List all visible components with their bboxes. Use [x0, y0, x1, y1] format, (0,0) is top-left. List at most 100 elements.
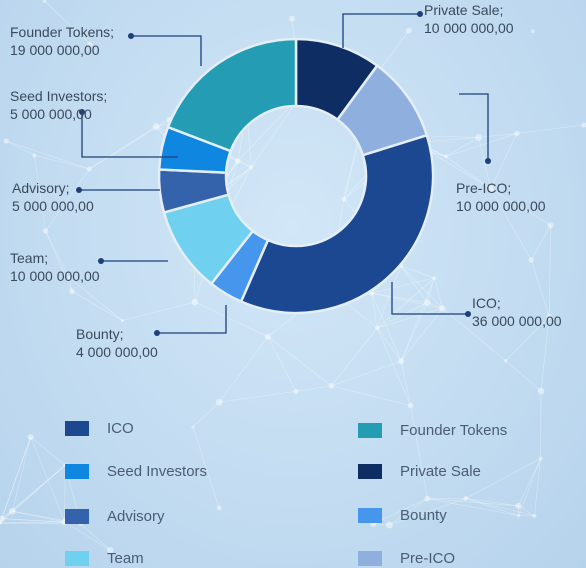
callout-seed-investors: Seed Investors; 5 000 000,00 [10, 87, 107, 123]
network-node [0, 521, 2, 525]
network-line [64, 521, 111, 551]
callout-team-name: Team; [10, 250, 49, 266]
network-line [0, 521, 65, 524]
legend-label: Pre-ICO [400, 549, 456, 567]
legend-swatch [358, 507, 382, 523]
legend-label: Founder Tokens [400, 421, 508, 439]
network-line [122, 301, 195, 321]
network-node [424, 299, 431, 306]
network-line [71, 291, 123, 321]
network-line [490, 133, 518, 189]
legend-label: Advisory [107, 507, 165, 525]
network-line [465, 498, 519, 516]
network-line [12, 510, 65, 523]
network-node [517, 514, 521, 518]
network-node [328, 383, 335, 389]
callout-ico-value: 36 000 000,00 [472, 313, 562, 329]
network-line [1, 436, 32, 519]
callout-pre-ico-value: 10 000 000,00 [456, 198, 546, 214]
network-line [34, 155, 46, 232]
leader-line-founder-tokens [131, 35, 202, 66]
network-line [30, 436, 65, 523]
network-line [445, 137, 479, 157]
network-line [219, 336, 269, 403]
callout-ico-name: ICO; [472, 295, 501, 311]
network-node [374, 325, 380, 331]
network-line [44, 0, 91, 45]
network-line [427, 498, 519, 507]
network-line [45, 230, 70, 279]
legend-item-bounty: Bounty [358, 505, 447, 525]
leader-dot-ico [465, 311, 471, 317]
network-node [407, 402, 414, 409]
network-node [503, 358, 508, 363]
callout-pre-ico: Pre-ICO; 10 000 000,00 [456, 179, 546, 215]
network-node [152, 123, 160, 130]
network-line [237, 160, 252, 168]
callout-advisory: Advisory; 5 000 000,00 [12, 179, 94, 215]
network-line [505, 360, 542, 392]
network-line [389, 498, 466, 526]
network-line [194, 301, 269, 338]
network-node [528, 257, 534, 263]
callout-advisory-value: 5 000 000,00 [12, 198, 94, 214]
network-line [45, 230, 73, 292]
network-line [1, 518, 65, 523]
network-line [371, 292, 428, 303]
callout-team-value: 10 000 000,00 [10, 268, 100, 284]
legend-item-seed-investors: Seed Investors [65, 461, 207, 481]
network-line [400, 277, 435, 362]
network-line [400, 361, 411, 406]
network-line [267, 336, 332, 387]
network-node [216, 505, 222, 511]
legend-swatch [65, 508, 89, 524]
network-node [32, 153, 37, 158]
network-line [465, 498, 519, 507]
network-node [538, 456, 543, 461]
network-node [514, 130, 520, 137]
network-node [264, 333, 271, 340]
network-line [534, 458, 541, 516]
network-line [1, 465, 66, 519]
network-line [376, 327, 411, 406]
network-line [371, 277, 435, 294]
leader-dot-private-sale [417, 11, 423, 17]
callout-bounty-name: Bounty; [76, 326, 124, 342]
network-line [427, 498, 519, 516]
network-line [465, 498, 535, 517]
legend-item-founder-tokens: Founder Tokens [358, 420, 507, 440]
network-line [400, 308, 443, 362]
network-line [371, 293, 402, 362]
legend-swatch [65, 420, 89, 436]
network-line [1, 510, 13, 519]
network-line [540, 316, 550, 392]
network-node [86, 166, 93, 172]
network-node [443, 154, 449, 159]
legend-item-private-sale: Private Sale [358, 461, 481, 481]
network-node [487, 185, 494, 192]
network-node [234, 158, 241, 164]
network-line [371, 292, 443, 309]
legend-swatch [65, 550, 89, 566]
network-line [69, 277, 123, 321]
callout-private-sale: Private Sale; 10 000 000,00 [424, 1, 514, 37]
network-line [377, 277, 435, 329]
network-line [376, 327, 402, 362]
network-node [248, 165, 254, 170]
network-node [293, 388, 299, 394]
network-line [445, 156, 491, 190]
network-line [30, 436, 66, 466]
network-line [530, 259, 550, 317]
network-line [445, 133, 518, 157]
leader-line-seed-investors [81, 112, 178, 158]
network-line [377, 302, 428, 329]
network-line [433, 277, 443, 309]
network-line [490, 188, 532, 261]
callout-bounty: Bounty; 4 000 000,00 [76, 325, 158, 361]
network-node [463, 496, 469, 501]
network-node [581, 122, 586, 128]
network-line [155, 119, 170, 127]
network-node [3, 138, 9, 144]
network-line [0, 465, 66, 524]
leader-dot-advisory [76, 187, 82, 193]
